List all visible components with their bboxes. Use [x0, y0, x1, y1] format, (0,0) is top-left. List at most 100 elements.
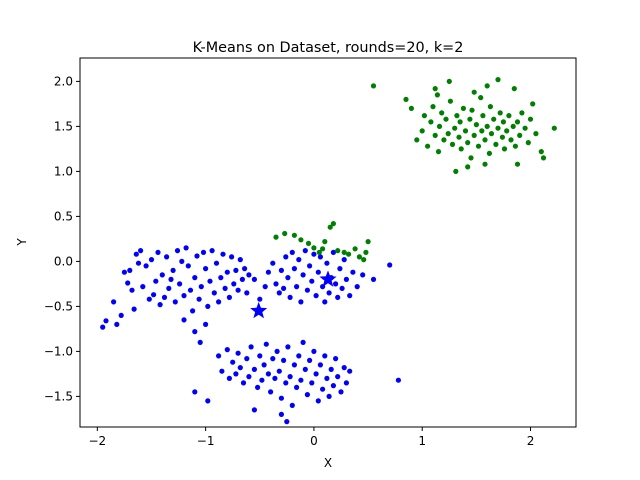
data-point-cluster-2 — [361, 257, 367, 263]
data-point-cluster-2 — [456, 134, 462, 140]
data-point-cluster-1 — [248, 344, 254, 350]
data-point-cluster-1 — [333, 281, 339, 287]
data-point-cluster-1 — [135, 260, 142, 266]
data-point-cluster-2 — [432, 132, 438, 138]
data-point-cluster-1 — [302, 366, 308, 372]
data-point-cluster-2 — [430, 104, 436, 110]
data-point-cluster-1 — [209, 248, 215, 254]
data-point-cluster-2 — [469, 107, 475, 113]
data-point-cluster-1 — [360, 272, 366, 278]
data-point-cluster-1 — [207, 278, 213, 284]
data-point-cluster-1 — [330, 249, 336, 255]
data-point-cluster-1 — [262, 284, 268, 290]
data-point-cluster-1 — [155, 249, 161, 255]
data-point-cluster-1 — [296, 257, 302, 263]
data-point-cluster-1 — [177, 281, 183, 287]
data-point-cluster-2 — [504, 128, 510, 134]
data-point-cluster-2 — [499, 134, 505, 140]
data-point-cluster-2 — [425, 143, 431, 149]
data-point-cluster-1 — [300, 339, 306, 345]
data-point-cluster-1 — [315, 398, 321, 404]
data-point-cluster-1 — [235, 350, 241, 356]
data-point-cluster-1 — [259, 377, 265, 383]
data-point-cluster-2 — [478, 95, 484, 101]
data-point-cluster-1 — [239, 276, 245, 282]
data-point-cluster-2 — [322, 239, 328, 245]
data-point-cluster-1 — [205, 303, 211, 309]
data-point-cluster-1 — [192, 389, 198, 395]
data-point-cluster-1 — [222, 285, 228, 291]
data-point-cluster-1 — [311, 251, 317, 257]
x-axis: −2 −1 0 1 2 — [88, 427, 534, 448]
data-point-cluster-2 — [508, 137, 514, 143]
data-point-cluster-1 — [220, 251, 226, 257]
data-point-cluster-1 — [203, 266, 209, 272]
data-point-cluster-1 — [261, 362, 267, 368]
data-point-cluster-1 — [187, 287, 194, 293]
y-tick-label: −0.5 — [44, 299, 73, 313]
data-point-cluster-1 — [196, 296, 202, 302]
data-point-cluster-1 — [219, 368, 225, 374]
data-point-cluster-2 — [432, 86, 438, 92]
data-point-cluster-2 — [495, 77, 501, 83]
data-point-cluster-1 — [230, 359, 236, 365]
data-point-cluster-1 — [317, 362, 323, 368]
data-point-cluster-1 — [338, 389, 344, 395]
data-point-cluster-2 — [514, 161, 521, 167]
data-point-cluster-2 — [484, 123, 490, 129]
data-point-cluster-1 — [370, 276, 377, 282]
data-point-cluster-1 — [272, 375, 278, 381]
data-point-cluster-1 — [294, 384, 300, 390]
data-point-cluster-2 — [298, 237, 304, 243]
data-point-cluster-2 — [495, 125, 501, 131]
data-point-cluster-1 — [311, 348, 317, 354]
data-point-cluster-2 — [506, 113, 512, 119]
data-point-cluster-2 — [510, 123, 516, 129]
data-point-cluster-1 — [307, 263, 313, 269]
data-point-cluster-1 — [166, 285, 172, 291]
data-point-cluster-2 — [538, 149, 544, 155]
data-point-cluster-1 — [129, 287, 135, 293]
data-point-cluster-1 — [320, 386, 326, 392]
data-point-cluster-1 — [194, 253, 200, 259]
data-point-cluster-1 — [307, 357, 313, 363]
data-point-cluster-1 — [233, 267, 239, 273]
data-point-cluster-2 — [512, 143, 519, 149]
data-point-cluster-1 — [387, 262, 393, 268]
data-point-cluster-2 — [514, 119, 521, 125]
data-point-cluster-2 — [500, 119, 506, 125]
data-point-cluster-1 — [226, 294, 232, 300]
data-point-cluster-1 — [395, 377, 401, 383]
data-point-cluster-1 — [213, 260, 220, 266]
data-point-cluster-1 — [341, 257, 347, 263]
data-point-cluster-2 — [491, 116, 497, 122]
data-point-cluster-1 — [296, 353, 302, 359]
data-point-cluster-1 — [283, 254, 289, 260]
data-point-cluster-1 — [326, 290, 332, 296]
data-point-cluster-2 — [465, 164, 471, 170]
data-point-cluster-2 — [439, 110, 445, 116]
data-point-cluster-1 — [251, 276, 257, 282]
data-point-cluster-2 — [517, 132, 523, 138]
data-point-cluster-2 — [475, 143, 482, 149]
data-point-cluster-2 — [408, 105, 414, 111]
centroid-layer — [250, 270, 337, 319]
data-point-cluster-1 — [350, 269, 356, 275]
data-point-cluster-1 — [276, 290, 282, 296]
data-point-cluster-2 — [452, 125, 458, 131]
data-point-cluster-1 — [157, 302, 163, 308]
data-point-cluster-1 — [159, 272, 165, 278]
data-point-cluster-1 — [161, 294, 168, 300]
data-point-cluster-1 — [335, 294, 341, 300]
y-axis: −1.5 −1.0 −0.5 0.0 0.5 1.0 1.5 2.0 — [44, 74, 80, 403]
chart-title: K-Means on Dataset, rounds=20, k=2 — [193, 40, 464, 56]
data-point-cluster-1 — [100, 324, 106, 330]
data-point-cluster-1 — [313, 293, 319, 299]
data-point-cluster-2 — [540, 155, 547, 161]
data-point-cluster-1 — [337, 266, 343, 272]
data-point-cluster-2 — [446, 78, 452, 84]
data-point-cluster-1 — [322, 353, 328, 359]
data-point-cluster-2 — [479, 128, 485, 134]
data-point-cluster-1 — [255, 384, 261, 390]
